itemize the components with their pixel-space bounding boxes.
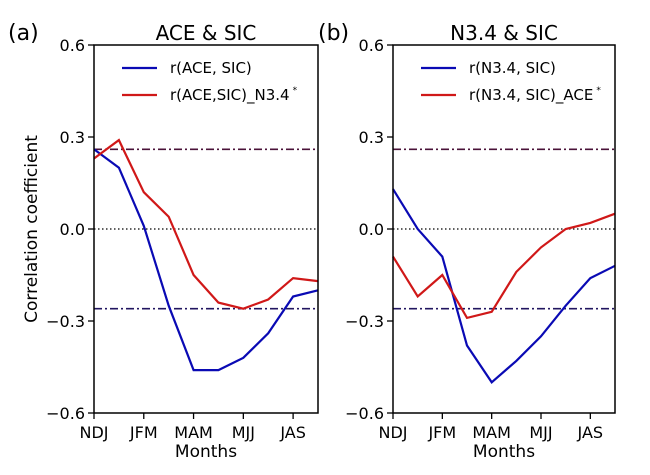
chart-title: N3.4 & SIC [450, 21, 558, 45]
series-line-blue [392, 188, 616, 384]
x-tick-label: NDJ [378, 423, 407, 442]
x-tick-label: JFM [129, 423, 158, 442]
y-tick-label: −0.6 [345, 404, 384, 423]
legend-label: r(ACE, SIC) [170, 59, 252, 77]
y-tick-label: 0.0 [60, 220, 85, 239]
legend-label: r(N3.4, SIC)_ACE [469, 86, 593, 105]
y-tick-label: −0.3 [46, 312, 85, 331]
y-tick-label: −0.6 [46, 404, 85, 423]
x-axis-label: Months [175, 442, 237, 462]
y-tick-label: 0.0 [359, 220, 384, 239]
legend-entry: r(N3.4, SIC)_ACE * [469, 86, 601, 105]
legend-entry: r(ACE,SIC)_N3.4 * [170, 86, 298, 105]
x-tick-label: JAS [279, 423, 306, 442]
legend-entry: r(N3.4, SIC) [469, 59, 556, 77]
y-tick-label: 0.3 [60, 128, 85, 147]
panel-label: (a) [8, 21, 39, 46]
x-tick-label: JAS [577, 423, 604, 442]
legend-label: r(ACE,SIC)_N3.4 [170, 86, 290, 105]
legend-superscript: * [596, 86, 601, 96]
x-axis-label: Months [473, 442, 535, 462]
legend: r(N3.4, SIC) r(N3.4, SIC)_ACE * [421, 59, 601, 105]
x-tick-label: JFM [427, 423, 456, 442]
series-line-red [93, 138, 319, 310]
legend-superscript: * [293, 86, 298, 96]
x-tick-label: MAM [472, 423, 511, 442]
series-line-blue [93, 148, 319, 372]
y-tick-label: −0.3 [345, 312, 384, 331]
panel-label: (b) [318, 21, 349, 46]
legend: r(ACE, SIC) r(ACE,SIC)_N3.4 * [122, 59, 298, 105]
legend-entry: r(ACE, SIC) [170, 59, 252, 77]
x-tick-label: MAM [174, 423, 213, 442]
x-tick-label: MJJ [529, 423, 552, 442]
legend-label: r(N3.4, SIC) [469, 59, 556, 77]
y-axis-label: Correlation coefficient [22, 135, 42, 323]
y-tick-label: 0.6 [359, 36, 384, 55]
series-line-red [392, 212, 616, 320]
y-tick-label: 0.3 [359, 128, 384, 147]
chart-title: ACE & SIC [156, 21, 257, 45]
x-tick-label: NDJ [79, 423, 108, 442]
x-tick-label: MJJ [232, 423, 255, 442]
y-tick-label: 0.6 [60, 36, 85, 55]
